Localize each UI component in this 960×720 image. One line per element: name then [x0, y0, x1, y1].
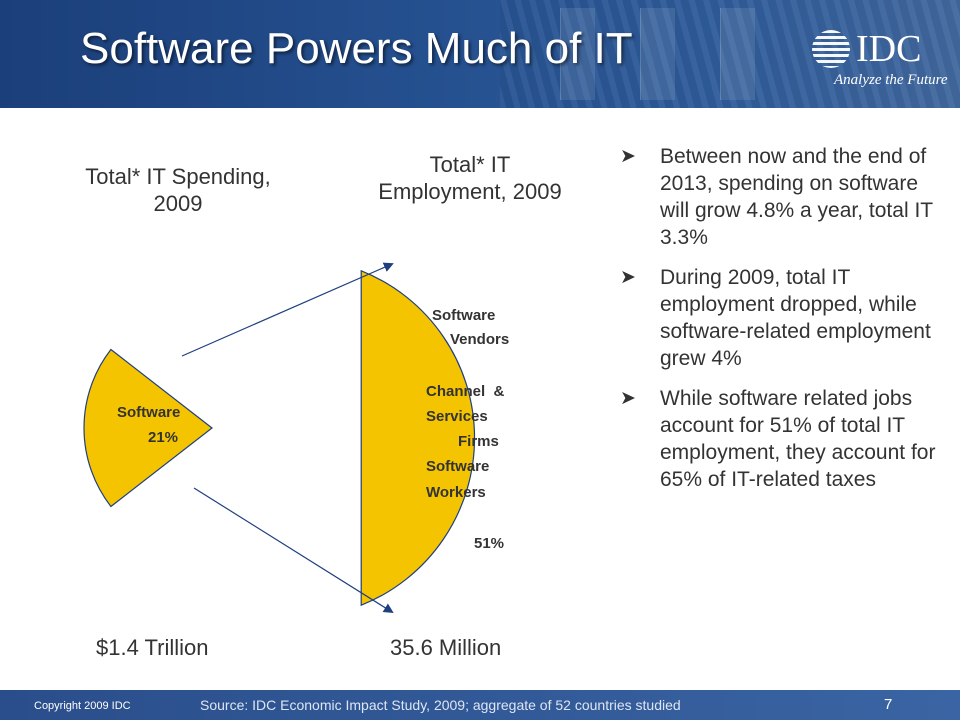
footer-bar: Copyright 2009 IDC Source: IDC Economic … [0, 690, 960, 720]
page-number: 7 [884, 696, 893, 713]
bullet-text: Between now and the end of 2013, spendin… [660, 145, 933, 249]
software-employment-slice [360, 269, 476, 607]
banner-book [560, 8, 595, 100]
spending-slice-value: 21% [148, 429, 179, 446]
bullet-item: ➤ Between now and the end of 2013, spendi… [612, 143, 952, 251]
logo-tagline: Analyze the Future [834, 72, 948, 88]
bullet-item: ➤ While software related jobs account for… [612, 385, 952, 493]
bullet-list: ➤ Between now and the end of 2013, spendi… [612, 143, 952, 506]
employment-slice-line: Software [426, 458, 490, 475]
employment-slice-line: Firms [458, 433, 499, 450]
employment-slice-line: Workers [426, 484, 486, 501]
employment-chart-title: Total* IT Employment, 2009 [340, 151, 600, 205]
connector-arrow-bottom [193, 487, 394, 614]
arrow-bullet-icon: ➤ [620, 146, 636, 167]
employment-slice-line: Vendors [450, 331, 510, 348]
logo-name: IDC [856, 28, 922, 70]
spending-title-line1: Total* IT Spending, [85, 164, 271, 189]
bullet-text: During 2009, total IT employment dropped… [660, 266, 931, 370]
copyright: Copyright 2009 IDC [34, 700, 131, 712]
spending-chart-title: Total* IT Spending, 2009 [48, 163, 308, 217]
bullet-text: While software related jobs account for … [660, 387, 936, 491]
arrow-bullet-icon: ➤ [620, 388, 636, 409]
slide-title: Software Powers Much of IT [80, 24, 633, 73]
employment-slice-line: Channel & [426, 383, 505, 400]
spending-title-line2: 2009 [153, 191, 203, 216]
employment-title-line2: Employment, 2009 [378, 179, 562, 204]
arrow-bullet-icon: ➤ [620, 267, 636, 288]
employment-slice-value: 51% [474, 535, 505, 552]
software-spending-slice [83, 348, 213, 508]
connector-arrow-top [181, 262, 394, 357]
spending-slice-label: Software [117, 404, 181, 421]
title-banner [0, 0, 960, 108]
banner-texture [500, 0, 960, 108]
employment-title-line1: Total* IT [429, 152, 511, 177]
employment-slice-line: Services [426, 408, 488, 425]
bullet-item: ➤ During 2009, total IT employment droppe… [612, 264, 952, 372]
banner-book [720, 8, 755, 100]
spending-total: $1.4 Trillion [96, 635, 209, 660]
employment-slice-line: Software [432, 307, 496, 324]
globe-icon [812, 30, 850, 68]
employment-total: 35.6 Million [390, 635, 502, 660]
banner-book [640, 8, 675, 100]
idc-logo: IDC Analyze the Future [812, 28, 948, 88]
source-note: Source: IDC Economic Impact Study, 2009;… [200, 697, 681, 713]
